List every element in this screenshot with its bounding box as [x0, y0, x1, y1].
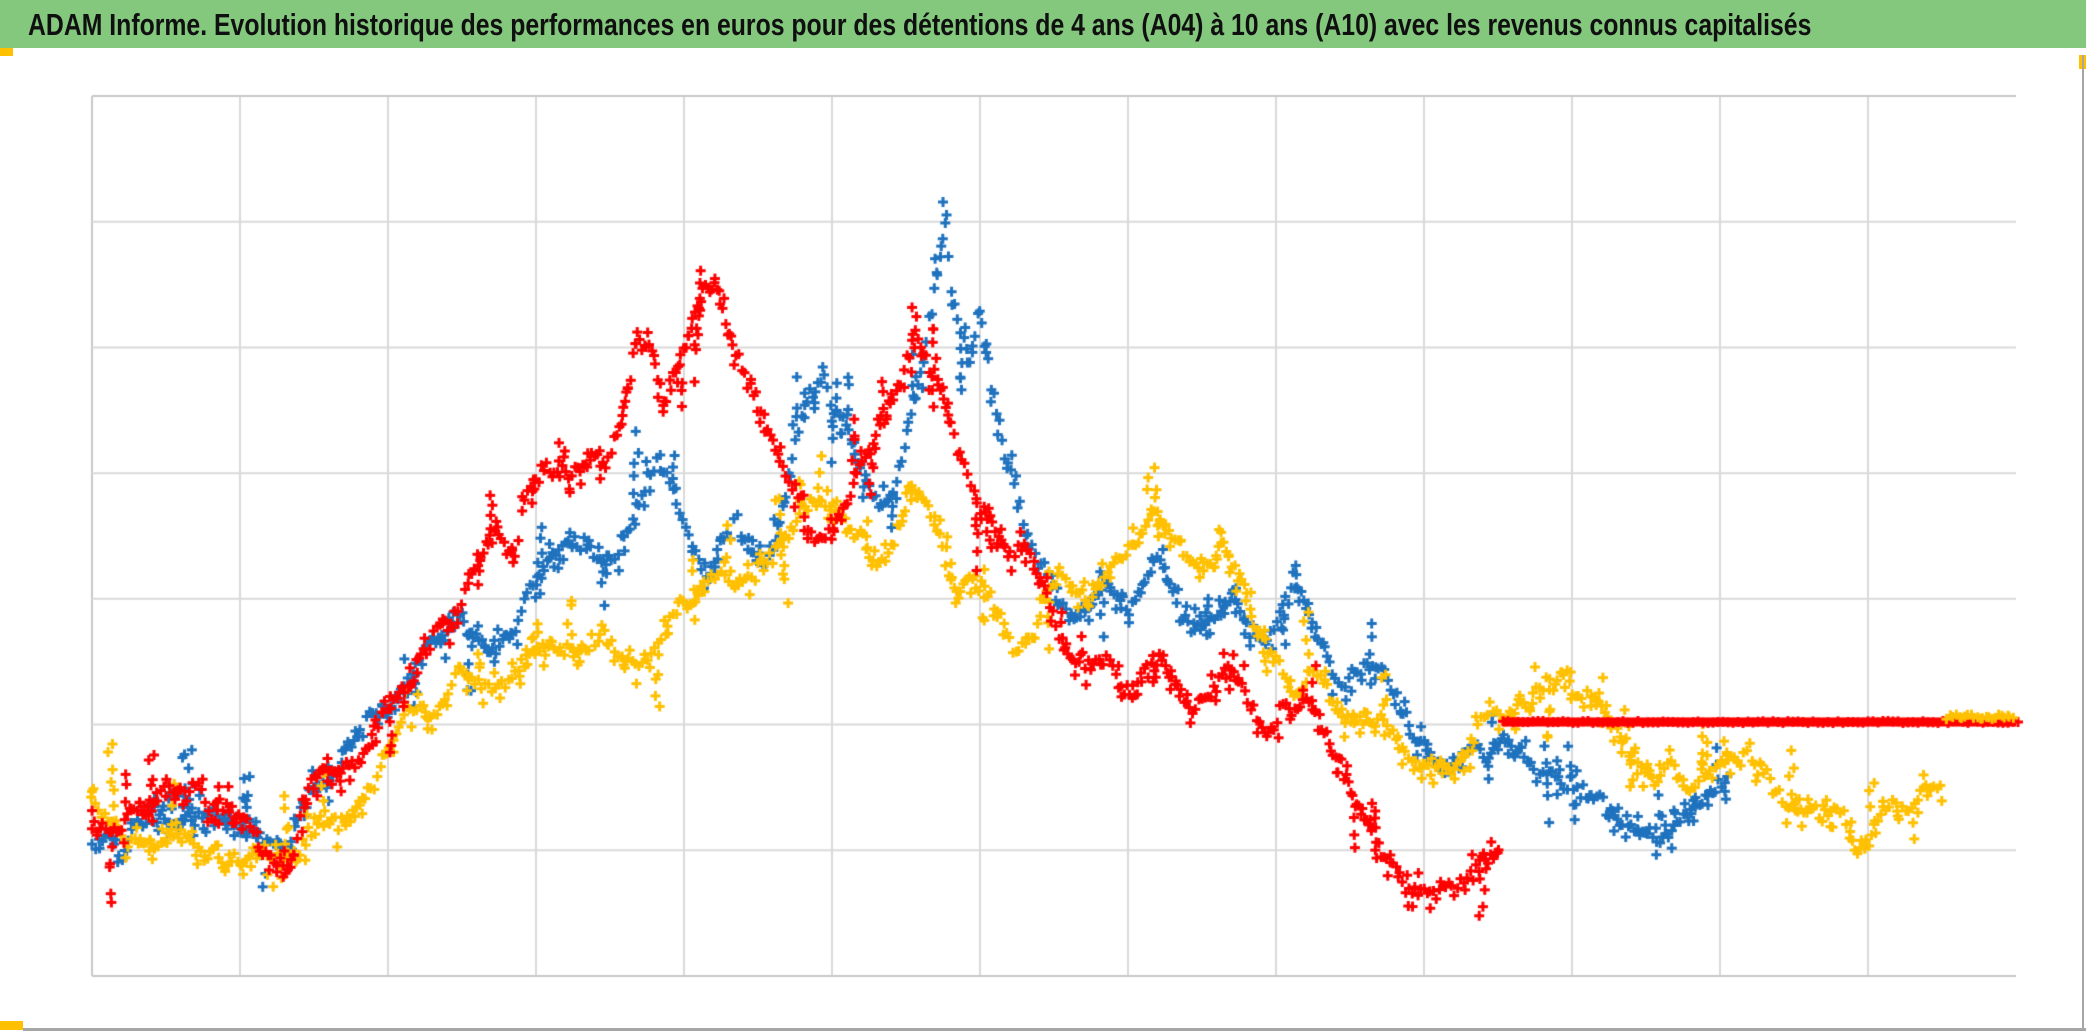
title-bar: ADAM Informe. Evolution historique des p… — [0, 0, 2086, 48]
corner-mark-bottom-left — [0, 1021, 23, 1030]
corner-mark-top-left — [0, 48, 13, 56]
bottom-rule — [23, 1028, 2086, 1031]
right-rule — [2082, 55, 2084, 1029]
page-title: ADAM Informe. Evolution historique des p… — [28, 7, 1812, 42]
